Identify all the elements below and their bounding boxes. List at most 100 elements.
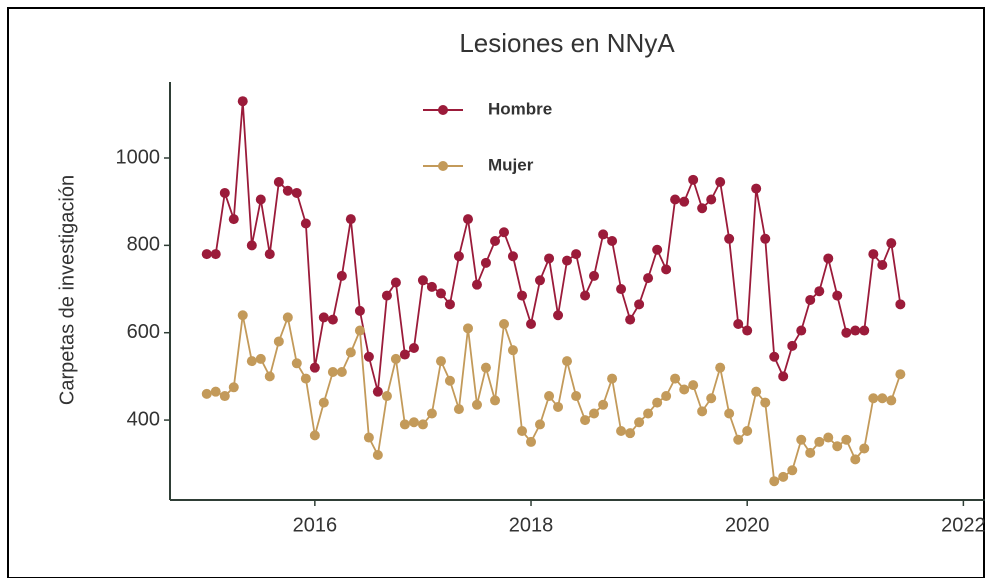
data-point — [760, 233, 771, 244]
data-point — [598, 399, 609, 410]
data-point — [273, 177, 284, 188]
data-point — [255, 194, 266, 205]
data-point — [787, 465, 798, 476]
y-tick-label: 600 — [127, 321, 160, 343]
data-point — [670, 194, 681, 205]
data-point — [526, 318, 537, 329]
data-point — [679, 196, 690, 207]
data-point — [228, 214, 239, 225]
data-point — [697, 203, 708, 214]
data-point — [868, 393, 879, 404]
data-point — [507, 251, 518, 262]
data-point — [327, 367, 338, 378]
data-point — [282, 312, 293, 323]
data-point — [534, 275, 545, 286]
y-tick-label: 800 — [127, 234, 160, 256]
data-point — [778, 471, 789, 482]
data-point — [688, 380, 699, 391]
data-point — [354, 305, 365, 316]
data-point — [544, 391, 555, 402]
data-point — [490, 235, 501, 246]
chart-title: Lesiones en NNyA — [459, 28, 675, 58]
data-point — [778, 371, 789, 382]
data-point — [805, 294, 816, 305]
data-point — [246, 240, 257, 251]
legend-marker — [438, 105, 448, 115]
data-point — [471, 399, 482, 410]
data-point — [345, 347, 356, 358]
data-point — [399, 349, 410, 360]
x-tick-label: 2016 — [293, 514, 338, 536]
data-point — [435, 356, 446, 367]
data-point — [345, 214, 356, 225]
data-point — [589, 408, 600, 419]
data-point — [237, 310, 248, 321]
data-point — [471, 279, 482, 290]
data-point — [733, 434, 744, 445]
data-point — [517, 425, 528, 436]
data-point — [318, 397, 329, 408]
data-point — [354, 325, 365, 336]
data-point — [417, 419, 428, 430]
legend-marker — [438, 161, 448, 171]
data-point — [868, 249, 879, 260]
data-point — [210, 386, 221, 397]
data-point — [363, 432, 374, 443]
data-point — [426, 281, 437, 292]
data-point — [318, 312, 329, 323]
data-point — [498, 227, 509, 238]
data-point — [282, 185, 293, 196]
y-tick-label: 400 — [127, 408, 160, 430]
data-point — [715, 362, 726, 373]
data-point — [264, 249, 275, 260]
data-point — [634, 417, 645, 428]
data-point — [264, 371, 275, 382]
data-point — [571, 249, 582, 260]
data-point — [237, 96, 248, 107]
data-point — [571, 391, 582, 402]
data-point — [444, 375, 455, 386]
data-point — [751, 386, 762, 397]
data-point — [832, 441, 843, 452]
data-point — [742, 325, 753, 336]
data-point — [526, 436, 537, 447]
data-point — [616, 284, 627, 295]
data-point — [381, 391, 392, 402]
data-point — [534, 419, 545, 430]
data-point — [688, 174, 699, 185]
data-point — [805, 447, 816, 458]
data-point — [408, 417, 419, 428]
y-axis-label: Carpetas de investigación — [56, 175, 78, 405]
data-point — [562, 255, 573, 266]
data-point — [426, 408, 437, 419]
data-point — [300, 373, 311, 384]
data-point — [219, 391, 230, 402]
data-point — [661, 391, 672, 402]
data-point — [607, 373, 618, 384]
data-point — [832, 290, 843, 301]
data-point — [580, 415, 591, 426]
data-point — [724, 408, 735, 419]
data-point — [814, 286, 825, 297]
data-point — [408, 343, 419, 353]
data-point — [336, 270, 347, 281]
data-point — [327, 314, 338, 325]
y-tick-label: 1000 — [116, 146, 161, 168]
data-point — [859, 443, 870, 454]
data-point — [246, 356, 257, 367]
data-point — [201, 388, 212, 399]
data-point — [724, 233, 735, 244]
data-point — [444, 299, 455, 310]
data-point — [634, 299, 645, 310]
data-point — [417, 275, 428, 286]
data-point — [814, 436, 825, 447]
data-point — [390, 277, 401, 288]
data-point — [453, 404, 464, 415]
data-point — [841, 327, 852, 338]
data-point — [796, 434, 807, 445]
data-point — [219, 187, 230, 198]
data-point — [850, 325, 861, 336]
data-point — [679, 384, 690, 395]
data-point — [715, 177, 726, 188]
data-point — [643, 273, 654, 284]
